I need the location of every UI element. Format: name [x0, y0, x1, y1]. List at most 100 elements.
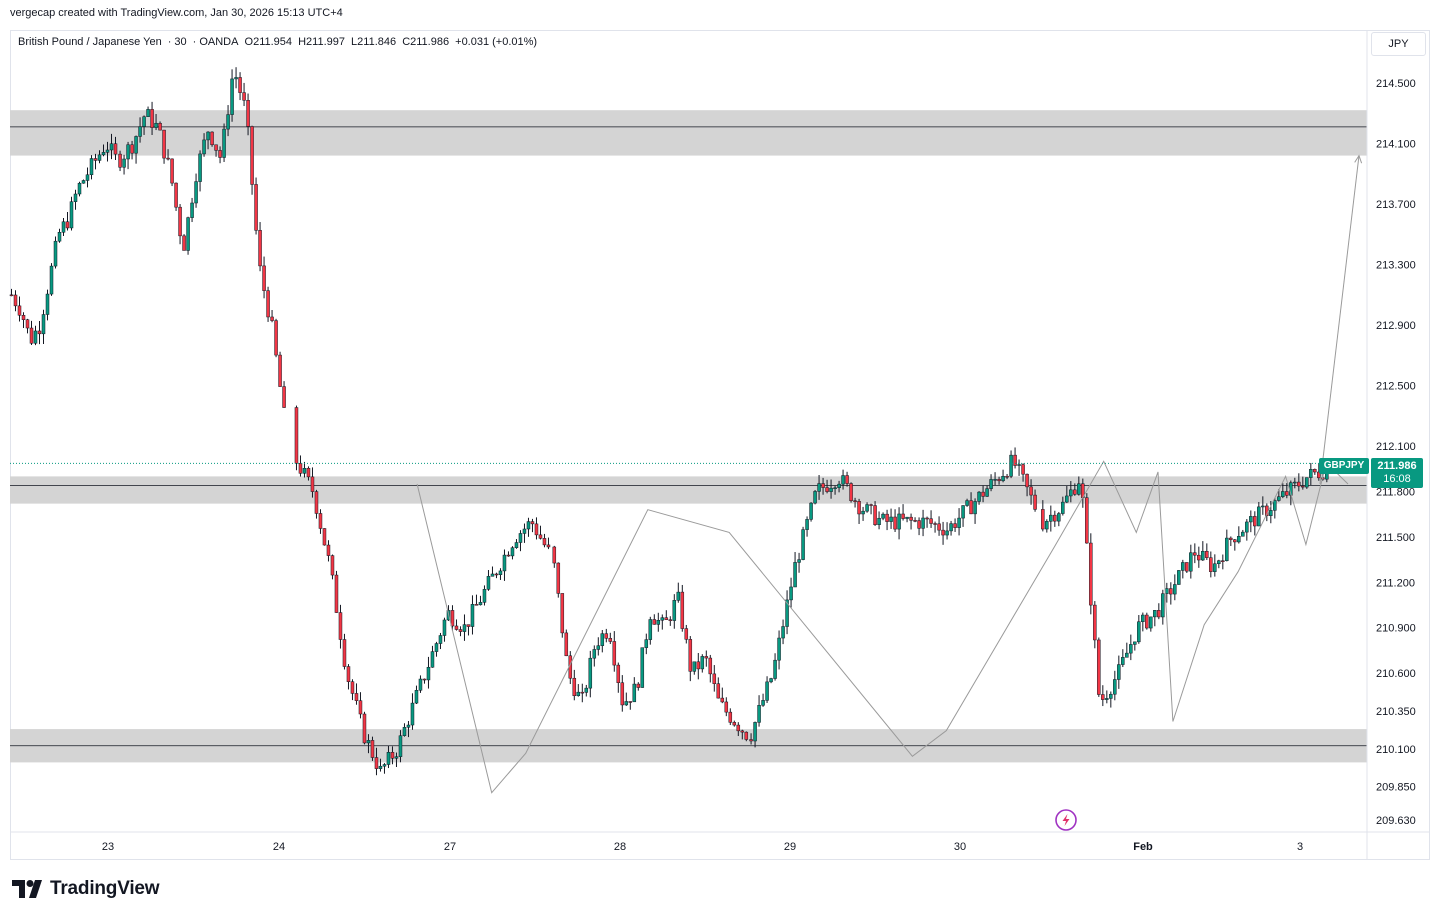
candle[interactable] [740, 729, 745, 740]
candle[interactable] [1149, 616, 1153, 632]
candle[interactable] [270, 309, 274, 323]
candle[interactable] [206, 131, 210, 150]
candle[interactable] [510, 546, 515, 560]
candle[interactable] [797, 552, 801, 573]
candle[interactable] [700, 654, 705, 673]
candle[interactable] [21, 312, 26, 328]
candle[interactable] [278, 351, 282, 387]
candle[interactable] [753, 721, 757, 748]
candle[interactable] [1089, 533, 1093, 615]
candle[interactable] [310, 467, 315, 498]
candle[interactable] [805, 516, 809, 537]
candle[interactable] [294, 405, 299, 471]
candle[interactable] [1109, 691, 1113, 708]
candle[interactable] [652, 614, 657, 625]
candle[interactable] [664, 610, 669, 620]
candle[interactable] [1297, 473, 1301, 492]
candle[interactable] [1261, 496, 1265, 515]
candle[interactable] [712, 665, 717, 692]
candle[interactable] [1269, 501, 1273, 524]
candle[interactable] [1209, 551, 1213, 578]
candle[interactable] [262, 256, 266, 299]
candle[interactable] [33, 325, 38, 346]
candle[interactable] [1049, 505, 1053, 532]
candle[interactable] [482, 585, 487, 606]
candle[interactable] [1093, 601, 1097, 649]
candle[interactable] [382, 763, 387, 774]
candle[interactable] [354, 683, 359, 705]
candle[interactable] [973, 498, 977, 524]
candle[interactable] [620, 675, 625, 712]
candle[interactable] [234, 67, 238, 89]
candle[interactable] [57, 228, 62, 243]
candle[interactable] [1021, 463, 1025, 482]
candle[interactable] [182, 234, 186, 251]
candle[interactable] [921, 509, 925, 537]
candle[interactable] [138, 117, 142, 143]
candle[interactable] [450, 605, 455, 631]
candle[interactable] [302, 461, 307, 478]
candle[interactable] [109, 133, 114, 160]
candle[interactable] [534, 517, 539, 540]
candle[interactable] [418, 675, 423, 693]
candle[interactable] [837, 480, 841, 493]
candle[interactable] [146, 106, 150, 117]
projection-arrow-line[interactable] [1319, 155, 1360, 485]
candle[interactable] [881, 512, 885, 521]
candle[interactable] [318, 509, 323, 534]
candle[interactable] [1013, 447, 1017, 469]
candle[interactable] [765, 676, 769, 703]
candle[interactable] [592, 645, 597, 667]
candle[interactable] [1085, 493, 1089, 544]
candle[interactable] [949, 520, 953, 536]
candle[interactable] [194, 173, 198, 208]
candle[interactable] [588, 650, 593, 698]
candle[interactable] [118, 150, 122, 172]
candle[interactable] [1273, 497, 1277, 519]
candle[interactable] [1205, 543, 1209, 560]
candle[interactable] [728, 708, 733, 726]
candle[interactable] [170, 158, 174, 187]
candle[interactable] [410, 693, 415, 730]
candle[interactable] [1073, 483, 1077, 496]
candle[interactable] [498, 568, 503, 580]
candle[interactable] [885, 509, 889, 531]
candle[interactable] [1245, 519, 1249, 541]
candle[interactable] [925, 516, 929, 528]
candle[interactable] [462, 614, 467, 641]
candle[interactable] [342, 633, 347, 670]
candle[interactable] [402, 723, 407, 737]
candle[interactable] [616, 662, 621, 693]
candle[interactable] [1317, 463, 1321, 481]
candle[interactable] [1033, 489, 1037, 512]
candle[interactable] [190, 197, 194, 223]
candle[interactable] [242, 82, 246, 107]
candle[interactable] [1237, 526, 1241, 544]
candle[interactable] [85, 167, 90, 188]
candle[interactable] [362, 711, 367, 745]
candle[interactable] [230, 69, 234, 122]
candle[interactable] [945, 522, 949, 540]
candle[interactable] [122, 154, 126, 175]
candle[interactable] [166, 149, 170, 161]
candle[interactable] [1225, 529, 1229, 562]
candle[interactable] [857, 498, 861, 524]
candle[interactable] [917, 517, 921, 536]
candle[interactable] [478, 595, 483, 606]
candle[interactable] [1125, 642, 1129, 658]
candle[interactable] [526, 517, 531, 537]
candle[interactable] [1145, 612, 1149, 630]
candle[interactable] [793, 552, 797, 588]
candle[interactable] [422, 678, 427, 684]
candle[interactable] [1157, 603, 1161, 620]
candle[interactable] [274, 318, 278, 358]
candle[interactable] [1025, 473, 1029, 497]
candle[interactable] [538, 525, 543, 540]
candle[interactable] [246, 93, 250, 136]
candle[interactable] [1137, 615, 1141, 644]
candle[interactable] [142, 115, 146, 135]
candle[interactable] [977, 491, 981, 505]
candle[interactable] [1313, 468, 1317, 475]
candle[interactable] [238, 72, 242, 101]
candle[interactable] [37, 321, 42, 345]
